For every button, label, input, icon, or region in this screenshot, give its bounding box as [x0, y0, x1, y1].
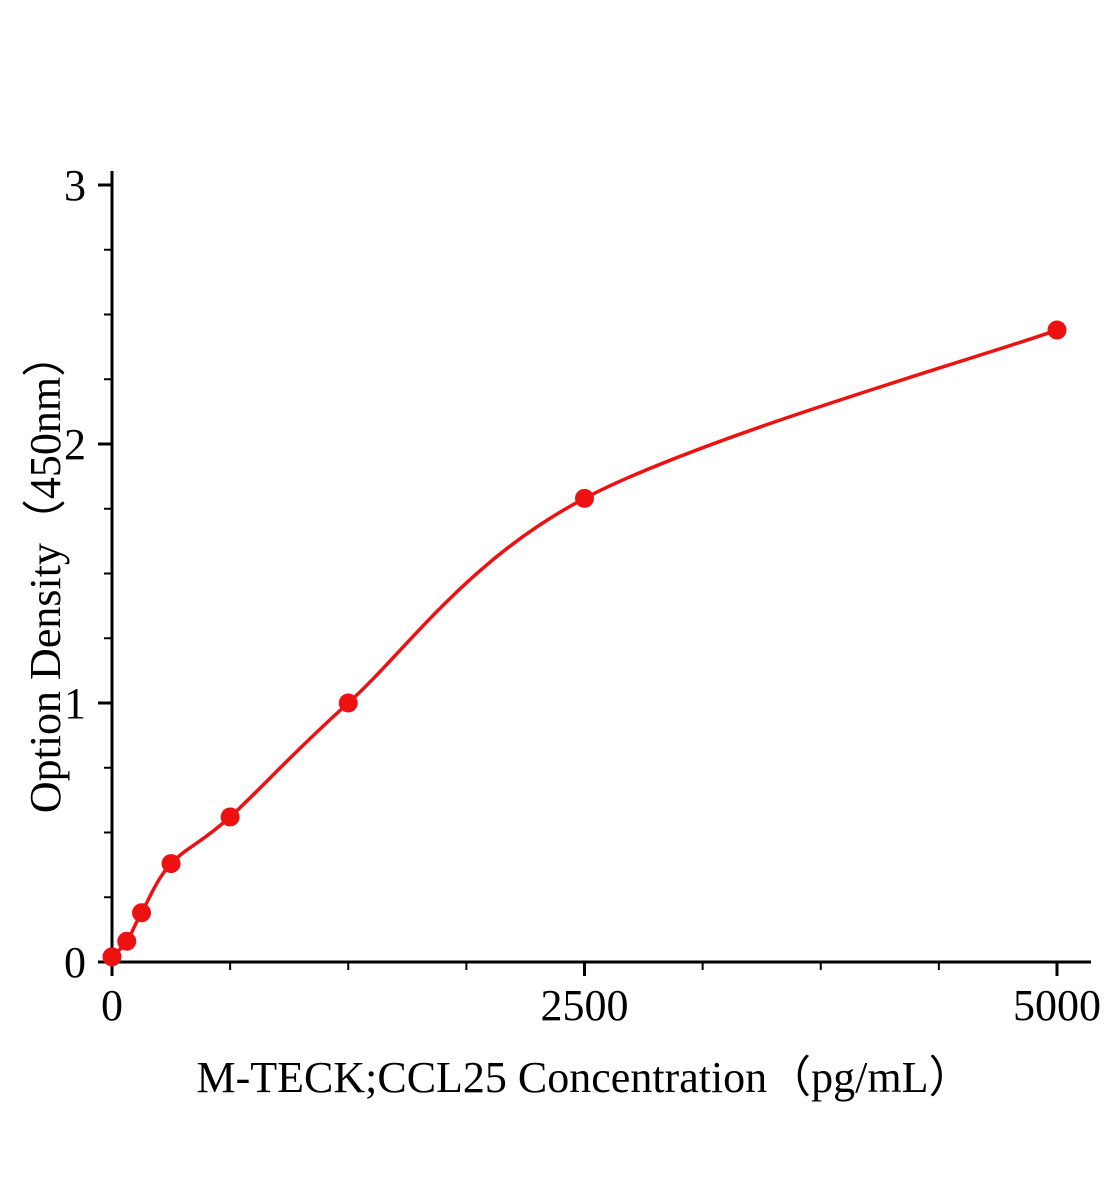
- data-point: [338, 693, 358, 713]
- data-point: [132, 903, 152, 923]
- data-point: [575, 488, 594, 508]
- y-tick-label: 2: [64, 420, 86, 469]
- data-point: [1047, 320, 1067, 340]
- data-point: [161, 854, 181, 874]
- y-axis-label: Option Density（450nm）: [21, 332, 70, 814]
- data-point: [220, 807, 240, 827]
- x-tick-label: 2500: [541, 981, 629, 1030]
- y-tick-label: 1: [64, 679, 86, 728]
- y-tick-label: 0: [64, 938, 86, 987]
- y-tick-label: 3: [64, 161, 86, 210]
- x-tick-label: 5000: [1013, 981, 1101, 1030]
- fit-curve: [110, 328, 1059, 959]
- data-point: [117, 931, 137, 951]
- x-axis-label: M-TECK;CCL25 Concentration（pg/mL）: [196, 1053, 973, 1102]
- x-tick-label: 0: [101, 981, 123, 1030]
- data-point: [102, 947, 122, 967]
